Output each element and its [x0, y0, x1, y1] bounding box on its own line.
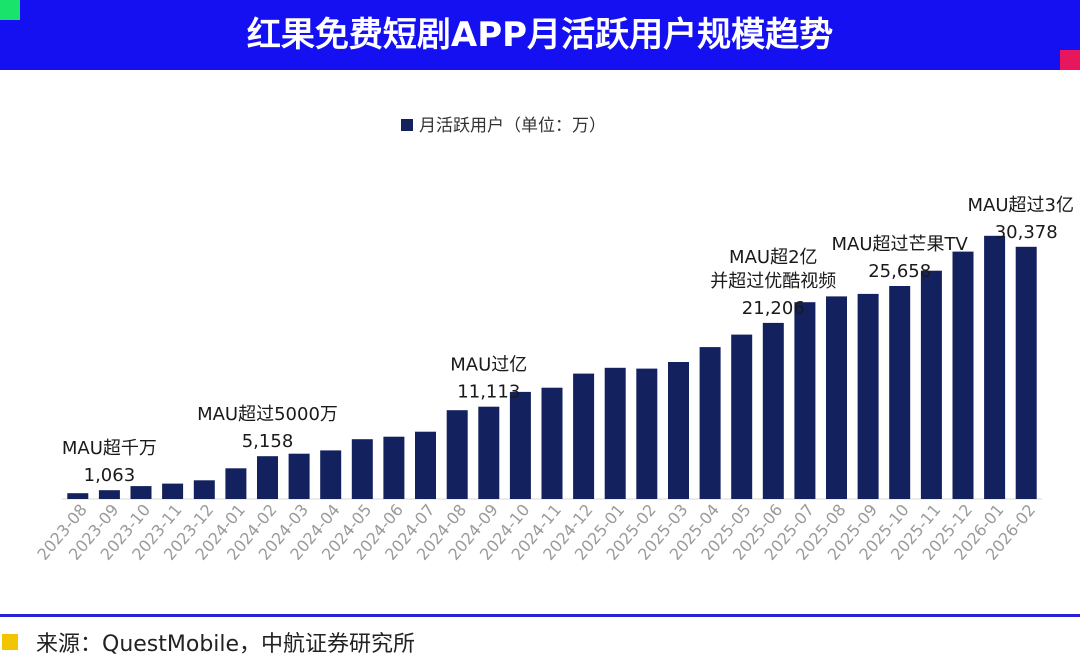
- bar: [509, 391, 531, 499]
- annotation-text: MAU超过芒果TV: [832, 234, 969, 255]
- bar: [794, 302, 816, 499]
- bar: [257, 456, 278, 499]
- chart-legend: 月活跃用户（单位：万）: [401, 116, 606, 136]
- bar: [383, 436, 405, 499]
- bar: [225, 468, 247, 499]
- bar: [415, 431, 436, 499]
- bar: [1015, 246, 1037, 499]
- legend-swatch: [401, 119, 413, 131]
- bar: [699, 347, 721, 499]
- bar: [762, 322, 784, 499]
- bar: [857, 293, 879, 499]
- bar: [952, 251, 974, 499]
- footer-divider: [0, 614, 1080, 617]
- annotation-text: MAU超过3亿: [968, 195, 1074, 216]
- bar: [636, 368, 658, 499]
- bar: [984, 235, 1006, 500]
- data-label: 11,113: [457, 382, 520, 403]
- bar: [478, 406, 500, 499]
- bar: [920, 270, 942, 499]
- bar: [67, 493, 89, 499]
- accent-square-pink: [1060, 50, 1080, 70]
- bar: [193, 480, 215, 499]
- data-label: 21,206: [742, 298, 805, 319]
- bar: [446, 410, 468, 499]
- legend-label: 月活跃用户（单位：万）: [419, 116, 606, 136]
- bar: [731, 334, 753, 499]
- annotation-text: MAU超2亿: [729, 247, 817, 268]
- title-banner: 红果免费短剧APP月活跃用户规模趋势: [0, 0, 1080, 70]
- bar: [288, 453, 310, 499]
- bar: [98, 490, 120, 499]
- accent-square-green: [0, 0, 20, 20]
- annotation-text: MAU过亿: [450, 355, 527, 376]
- bar: [573, 373, 595, 499]
- bar: [889, 286, 911, 499]
- bar: [541, 387, 563, 499]
- bar: [668, 362, 689, 499]
- data-label: 5,158: [242, 431, 294, 452]
- page-title: 红果免费短剧APP月活跃用户规模趋势: [246, 15, 834, 55]
- bar: [826, 296, 847, 499]
- bar: [604, 367, 626, 499]
- source-note: 来源：QuestMobile，中航证券研究所: [36, 632, 416, 657]
- annotation-text: MAU超过5000万: [197, 404, 338, 425]
- bar: [320, 450, 342, 499]
- data-label: 1,063: [84, 465, 136, 486]
- mau-bar-chart: 月活跃用户（单位：万） 2023-082023-092023-102023-11…: [33, 116, 1074, 564]
- footer-marker: [2, 634, 18, 650]
- bar: [162, 483, 184, 499]
- bar: [351, 439, 373, 499]
- bar: [130, 486, 152, 499]
- annotation-text: MAU超千万: [62, 438, 157, 459]
- data-label: 25,658: [868, 261, 931, 282]
- data-label: 30,378: [995, 222, 1058, 243]
- annotation-text: 并超过优酷视频: [710, 271, 836, 292]
